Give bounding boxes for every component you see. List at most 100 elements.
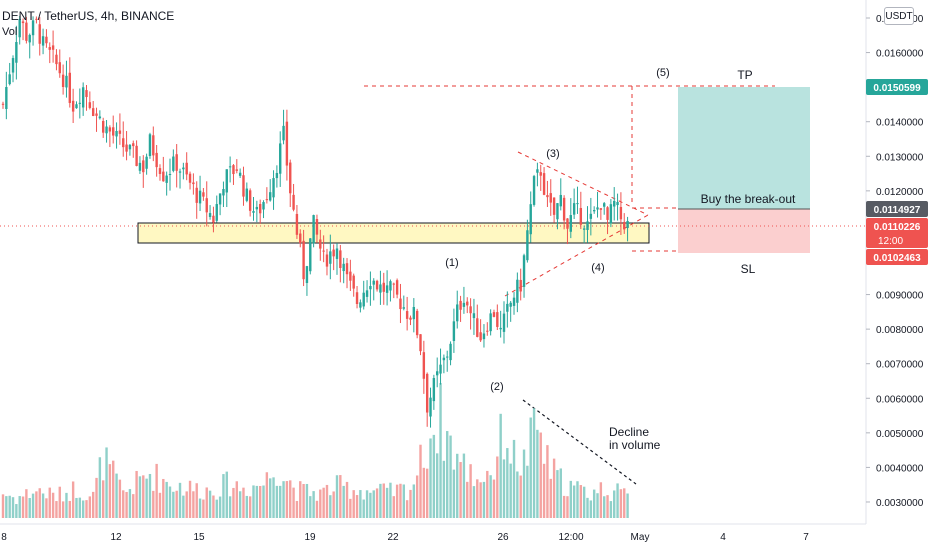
symbol-title[interactable]: DENT / TetherUS, 4h, BINANCE [2, 9, 175, 23]
volume-bar [5, 496, 8, 518]
volume-bar [45, 498, 48, 518]
wave-3-label[interactable]: (3) [546, 148, 559, 160]
svg-text:0.0150599: 0.0150599 [873, 83, 921, 94]
candle [45, 29, 48, 48]
volume-bar [225, 471, 228, 518]
decline-label-line1[interactable]: Decline [609, 425, 649, 439]
currency-button[interactable]: USDT [884, 7, 914, 25]
volume-bar [519, 475, 522, 518]
volume-bar [389, 482, 392, 518]
triangle-upper-line[interactable] [517, 151, 649, 216]
candle [195, 181, 198, 219]
volume-bar [145, 478, 148, 518]
tp-label[interactable]: TP [737, 68, 752, 82]
volume-bar [609, 501, 613, 518]
volume-bar [509, 463, 512, 518]
volume-bar [412, 484, 416, 518]
candle [279, 131, 282, 187]
wave-4-label[interactable]: (4) [591, 262, 604, 274]
candle [185, 152, 188, 181]
volume-bar [425, 468, 429, 518]
volume-bar [81, 500, 85, 518]
volume-bar [596, 493, 599, 518]
candle [35, 16, 38, 24]
volume-bar [108, 464, 112, 518]
candle [258, 199, 262, 224]
buy-breakout-label[interactable]: Buy the break-out [701, 192, 796, 206]
candle [61, 64, 65, 95]
price-tick-label: 0.0060000 [876, 394, 924, 405]
support-resistance-zone[interactable] [137, 222, 650, 244]
candle [182, 162, 185, 180]
candle [228, 156, 232, 183]
volume-bar [576, 481, 579, 518]
svg-text:12:00: 12:00 [878, 236, 903, 247]
volume-bar [238, 491, 242, 518]
candle [38, 17, 41, 56]
candle [68, 57, 71, 108]
candle [329, 234, 332, 280]
candle [115, 122, 118, 149]
volume-bar [529, 417, 532, 518]
volume-bar [18, 496, 21, 518]
volume-bar [623, 488, 626, 518]
candle [466, 297, 469, 314]
candle [172, 149, 175, 173]
volume-bar [212, 495, 215, 518]
volume-bar [526, 465, 529, 518]
volume-bar [556, 470, 559, 518]
wave-1-label[interactable]: (1) [445, 257, 458, 269]
candle [212, 206, 215, 233]
candle [28, 33, 31, 59]
svg-text:0.0110226: 0.0110226 [874, 222, 921, 233]
volume-bar [142, 475, 145, 518]
volume-bar [362, 499, 365, 518]
decline-label-line2[interactable]: in volume [609, 438, 661, 452]
candle [162, 156, 165, 182]
candle [48, 42, 51, 64]
candle [8, 62, 11, 86]
candle [395, 278, 399, 299]
volume-bar [379, 483, 382, 518]
candle [452, 308, 456, 353]
volume-bar [48, 487, 51, 518]
volume-indicator-label[interactable]: Vol [2, 26, 18, 38]
volume-bar [265, 472, 269, 518]
volume-bar [606, 495, 609, 518]
candle [509, 301, 512, 322]
candle [549, 179, 552, 216]
candle [265, 187, 269, 204]
volume-bar [436, 453, 439, 518]
volume-bar [592, 489, 596, 518]
wave-5-label[interactable]: (5) [656, 67, 669, 79]
volume-bar [502, 459, 506, 518]
stop-loss-zone[interactable] [678, 209, 810, 253]
candle [439, 348, 442, 385]
volume-bar [285, 481, 289, 518]
svg-text:0.0102463: 0.0102463 [873, 253, 921, 264]
take-profit-zone[interactable] [678, 87, 810, 209]
volume-bar [572, 485, 576, 518]
volume-bar [135, 470, 138, 518]
wave-2-label[interactable]: (2) [490, 381, 503, 393]
time-label-may: May [631, 532, 650, 543]
sl-label[interactable]: SL [741, 262, 756, 276]
candle [55, 49, 58, 71]
candle [58, 49, 61, 78]
candle [168, 158, 172, 191]
candle [479, 319, 482, 343]
time-axis-labels[interactable]: 8 12 15 19 22 26 12:00 May 4 7 [1, 532, 809, 543]
volume-bar [152, 490, 155, 518]
candle [409, 315, 412, 326]
candle [516, 272, 519, 313]
volume-bar [432, 434, 436, 518]
volume-bar [402, 484, 405, 518]
volume-bar [532, 408, 536, 518]
candle [419, 334, 422, 356]
volume-bar [559, 468, 562, 518]
volume-bar [192, 491, 195, 518]
volume-bar [395, 484, 399, 518]
volume-bar [132, 494, 135, 518]
candle [315, 214, 319, 243]
